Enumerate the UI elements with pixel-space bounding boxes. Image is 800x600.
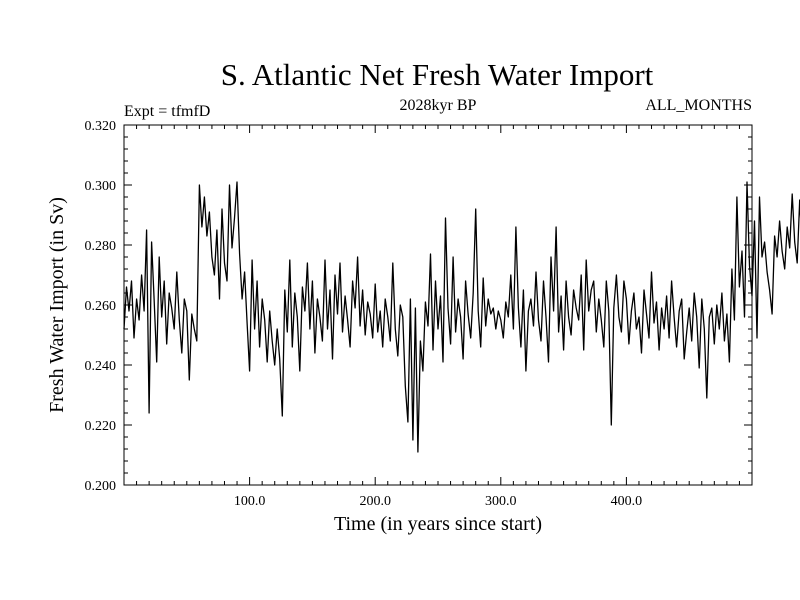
ticks-layer: 100.0 200.0 300.0 400.0 0.200 0.220 0.240 0.260…: [85, 119, 752, 509]
x-tick-label: 200.0: [359, 494, 391, 509]
x-tick-label: 300.0: [485, 494, 517, 509]
series-line-0: [123, 181, 800, 453]
y-axis-label: Fresh Water Import (in Sv): [46, 197, 68, 413]
experiment-label: Expt = tfmfD: [124, 103, 210, 120]
y-tick-label: 0.200: [85, 479, 117, 494]
y-tick-label: 0.220: [85, 419, 117, 434]
period-label: 2028kyr BP: [400, 97, 477, 114]
plot-frame: [123, 124, 753, 486]
chart-title: S. Atlantic Net Fresh Water Import: [221, 57, 654, 92]
y-tick-label: 0.320: [85, 119, 117, 134]
y-tick-label: 0.300: [85, 179, 117, 194]
series-layer: [123, 181, 800, 453]
y-tick-label: 0.240: [85, 359, 117, 374]
y-tick-label: 0.280: [85, 239, 117, 254]
x-axis-label: Time (in years since start): [334, 513, 542, 535]
x-tick-label: 400.0: [611, 494, 643, 509]
y-tick-label: 0.260: [85, 299, 117, 314]
months-label: ALL_MONTHS: [645, 97, 752, 114]
x-tick-label: 100.0: [234, 494, 266, 509]
